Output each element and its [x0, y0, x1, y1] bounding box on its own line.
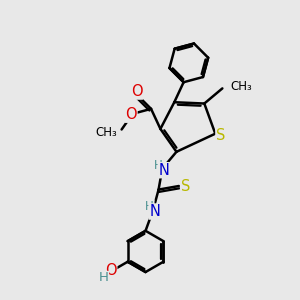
Text: O: O [131, 84, 142, 99]
Text: O: O [125, 107, 137, 122]
Text: CH₃: CH₃ [231, 80, 252, 93]
Text: H: H [99, 272, 109, 284]
Text: N: N [158, 163, 169, 178]
Text: N: N [149, 204, 160, 219]
Text: S: S [181, 178, 190, 194]
Text: O: O [105, 263, 117, 278]
Text: H: H [145, 200, 154, 213]
Text: CH₃: CH₃ [95, 126, 117, 139]
Text: S: S [216, 128, 225, 143]
Text: H: H [154, 159, 163, 172]
